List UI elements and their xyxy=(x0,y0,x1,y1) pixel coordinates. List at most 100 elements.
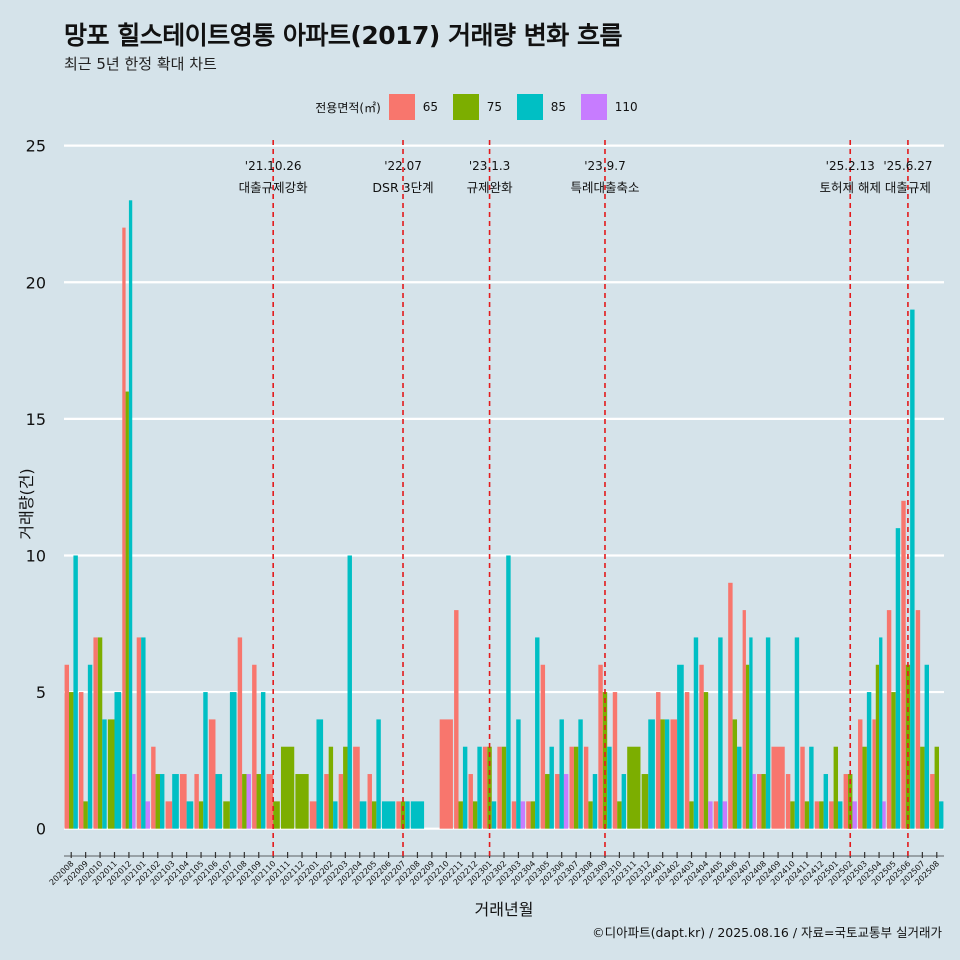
bar xyxy=(713,801,719,829)
bar xyxy=(526,801,531,829)
x-axis-title: 거래년월 xyxy=(475,900,534,919)
bar xyxy=(172,774,179,829)
bar xyxy=(612,692,618,829)
bar xyxy=(462,746,468,829)
bar xyxy=(295,774,309,829)
bar xyxy=(208,719,216,829)
bar xyxy=(215,774,223,829)
bar xyxy=(708,801,713,829)
y-tick-label: 15 xyxy=(26,410,46,429)
legend-item-110: 110 xyxy=(580,94,639,120)
bar xyxy=(875,664,880,829)
bar xyxy=(833,746,839,829)
bar xyxy=(866,692,872,829)
bar xyxy=(749,637,753,829)
bar xyxy=(838,801,843,829)
bar xyxy=(617,801,622,829)
legend: 전용면적(㎡) 65 75 85 110 xyxy=(0,92,960,122)
bar xyxy=(924,664,929,829)
bar xyxy=(699,664,704,829)
bar xyxy=(79,692,84,829)
bar xyxy=(578,719,583,829)
bar xyxy=(151,746,156,829)
legend-label: 110 xyxy=(614,100,638,114)
bar xyxy=(73,555,78,829)
bar xyxy=(664,719,670,829)
page-subtitle: 최근 5년 한정 확대 차트 xyxy=(64,55,217,73)
legend-item-75: 75 xyxy=(452,94,511,120)
bar xyxy=(737,746,742,829)
y-tick-label: 20 xyxy=(26,273,46,292)
event-label: 대출규제강화 xyxy=(239,180,309,195)
bar xyxy=(141,637,146,829)
bar xyxy=(246,774,251,829)
bar xyxy=(128,200,133,829)
y-tick-label: 25 xyxy=(26,137,46,156)
bar xyxy=(648,719,655,829)
bar xyxy=(273,801,280,829)
bar xyxy=(102,719,107,829)
bar xyxy=(677,664,684,829)
bar xyxy=(165,801,173,829)
bar xyxy=(583,746,589,829)
bar xyxy=(482,746,488,829)
event-date: '21.10.26 xyxy=(245,159,302,173)
bar xyxy=(627,746,641,829)
legend-swatch xyxy=(452,94,479,120)
event-date: '25.6.27 xyxy=(883,159,932,173)
bar xyxy=(641,774,649,829)
bar xyxy=(592,774,598,829)
bar xyxy=(879,637,883,829)
bar xyxy=(752,774,756,829)
bar xyxy=(938,801,944,829)
bar xyxy=(501,746,507,829)
bar xyxy=(569,746,574,829)
bar xyxy=(684,692,690,829)
event-date: '23.1.3 xyxy=(469,159,510,173)
bar xyxy=(93,637,98,829)
bar xyxy=(155,774,160,829)
bar xyxy=(132,774,136,829)
legend-title: 전용면적(㎡) xyxy=(315,100,381,115)
bar xyxy=(359,801,367,829)
bar xyxy=(862,746,867,829)
bar xyxy=(472,801,478,829)
bar xyxy=(520,801,526,829)
bar xyxy=(266,774,274,829)
bar xyxy=(371,801,377,829)
bar xyxy=(930,774,935,829)
bar xyxy=(882,801,886,829)
bar xyxy=(745,664,750,829)
bar xyxy=(242,774,247,829)
bar xyxy=(229,692,237,829)
bar xyxy=(901,500,906,829)
bar xyxy=(491,801,497,829)
event-date: '25.2.13 xyxy=(826,159,875,173)
bar xyxy=(338,774,344,829)
bar xyxy=(689,801,694,829)
bar xyxy=(125,391,129,829)
bar xyxy=(771,746,785,829)
bar xyxy=(872,719,876,829)
bar xyxy=(198,801,204,829)
bar xyxy=(886,610,892,829)
bar xyxy=(343,746,348,829)
legend-item-65: 65 xyxy=(388,94,447,120)
bar xyxy=(785,774,791,829)
page-title: 망포 힐스테이트영통 아파트(2017) 거래량 변화 흐름 xyxy=(64,21,622,50)
bar xyxy=(83,801,88,829)
bar xyxy=(309,801,317,829)
bar xyxy=(376,719,381,829)
event-label: 토허제 해제 xyxy=(819,180,880,195)
bar xyxy=(367,774,372,829)
bar xyxy=(316,719,324,829)
bar xyxy=(87,664,93,829)
bar xyxy=(621,774,627,829)
bar xyxy=(934,746,939,829)
bar xyxy=(237,637,243,829)
bar xyxy=(732,719,738,829)
bar xyxy=(703,692,709,829)
legend-swatch xyxy=(580,94,607,120)
bar xyxy=(607,746,612,829)
event-date: '22.07 xyxy=(384,159,422,173)
